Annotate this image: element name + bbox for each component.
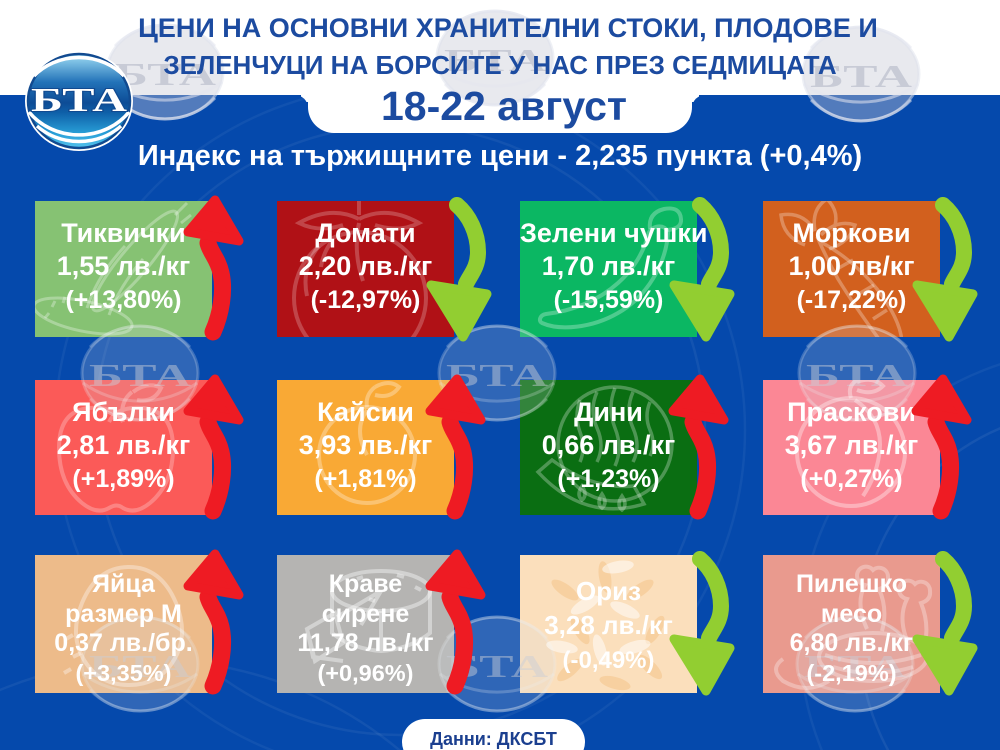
svg-text:БТА: БТА [31,82,128,119]
